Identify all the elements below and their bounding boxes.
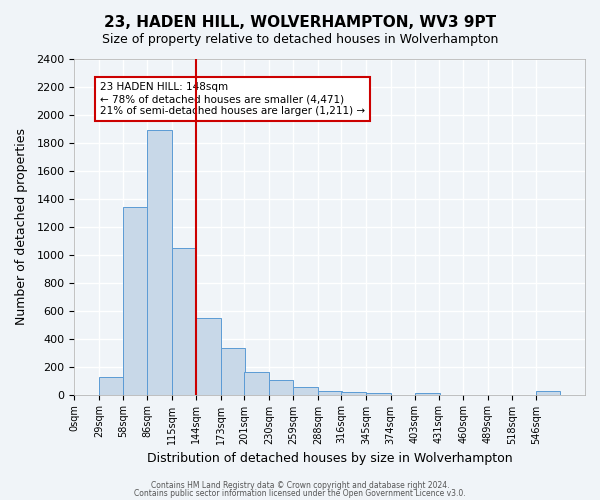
Bar [99,377,124,394]
Text: Contains HM Land Registry data © Crown copyright and database right 2024.: Contains HM Land Registry data © Crown c… [151,481,449,490]
Bar [221,348,245,395]
Bar [124,207,148,394]
Bar [341,392,366,394]
Bar [196,318,221,394]
Text: 23, HADEN HILL, WOLVERHAMPTON, WV3 9PT: 23, HADEN HILL, WOLVERHAMPTON, WV3 9PT [104,15,496,30]
Text: Size of property relative to detached houses in Wolverhampton: Size of property relative to detached ho… [102,32,498,46]
Text: 23 HADEN HILL: 148sqm
← 78% of detached houses are smaller (4,471)
21% of semi-d: 23 HADEN HILL: 148sqm ← 78% of detached … [100,82,365,116]
Bar [318,391,343,394]
Text: Contains public sector information licensed under the Open Government Licence v3: Contains public sector information licen… [134,488,466,498]
X-axis label: Distribution of detached houses by size in Wolverhampton: Distribution of detached houses by size … [147,452,512,465]
Bar [244,372,269,394]
Bar [172,248,196,394]
Bar [147,130,172,394]
Y-axis label: Number of detached properties: Number of detached properties [15,128,28,326]
Bar [269,380,293,394]
Bar [536,391,560,394]
Bar [293,387,318,394]
Bar [366,393,391,394]
Bar [415,393,440,394]
